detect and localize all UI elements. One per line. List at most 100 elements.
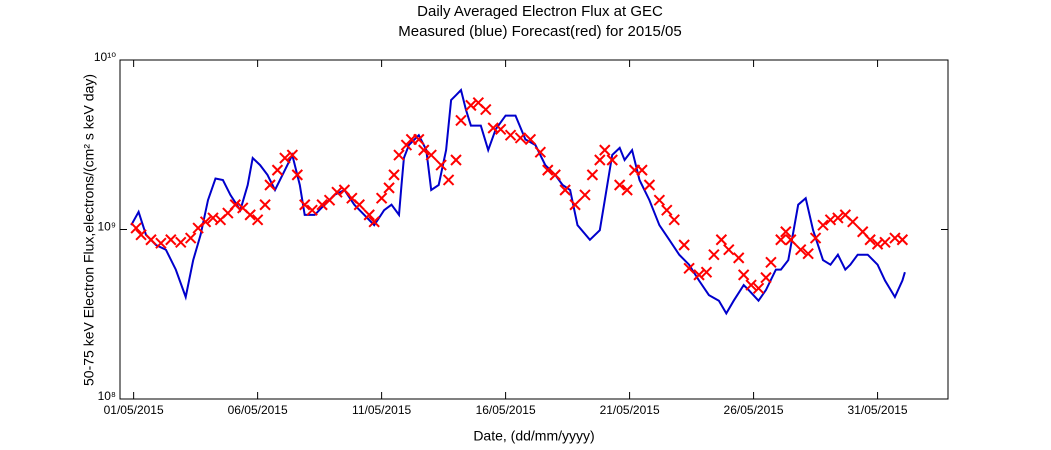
x-marker: [708, 249, 720, 261]
x-marker-stroke: [251, 214, 264, 226]
x-marker: [534, 146, 547, 158]
x-marker: [737, 269, 750, 281]
x-marker: [765, 256, 777, 269]
x-marker-stroke: [199, 216, 212, 228]
x-marker-stroke: [737, 269, 750, 281]
x-marker: [693, 269, 705, 281]
y-tick-label: 10¹⁰: [94, 50, 116, 64]
x-marker: [135, 229, 147, 241]
x-marker-stroke: [785, 234, 797, 246]
x-marker: [542, 164, 554, 176]
x-marker-stroke: [135, 229, 147, 241]
x-marker-stroke: [653, 194, 666, 206]
x-marker: [678, 239, 690, 251]
x-marker-stroke: [765, 256, 777, 269]
x-marker-stroke: [435, 159, 447, 171]
x-marker-stroke: [504, 129, 517, 141]
x-marker: [465, 99, 477, 112]
x-marker: [683, 262, 695, 275]
x-marker: [229, 199, 242, 211]
x-marker: [393, 149, 405, 161]
x-marker-stroke: [393, 149, 405, 161]
x-marker: [643, 179, 656, 191]
x-marker-stroke: [291, 169, 304, 181]
x-marker: [549, 169, 561, 181]
x-marker: [802, 247, 814, 260]
x-marker-stroke: [244, 209, 256, 221]
x-tick-label: 16/05/2015: [476, 403, 536, 417]
x-marker-stroke: [569, 199, 581, 211]
x-marker: [388, 169, 400, 181]
x-tick-label: 26/05/2015: [724, 403, 784, 417]
x-marker: [299, 199, 311, 211]
x-marker: [251, 214, 264, 226]
x-marker: [259, 199, 271, 211]
x-marker-stroke: [465, 99, 477, 112]
x-marker-stroke: [472, 96, 485, 109]
x-marker-stroke: [363, 209, 375, 221]
x-marker: [847, 216, 859, 228]
x-marker: [455, 114, 467, 127]
x-marker-stroke: [524, 133, 537, 146]
x-marker-stroke: [668, 214, 680, 226]
x-marker-stroke: [480, 103, 492, 116]
x-marker: [794, 243, 807, 256]
x-marker: [780, 226, 792, 238]
x-marker: [504, 129, 517, 141]
x-marker-stroke: [780, 226, 792, 238]
x-marker-stroke: [331, 186, 343, 198]
x-marker-stroke: [383, 182, 395, 194]
x-marker-stroke: [346, 192, 358, 204]
x-marker-stroke: [594, 154, 606, 166]
x-marker-stroke: [636, 164, 648, 176]
x-marker-stroke: [896, 234, 909, 246]
x-marker: [606, 154, 618, 166]
x-marker-stroke: [559, 184, 571, 196]
x-marker: [291, 169, 304, 181]
x-marker: [817, 219, 829, 231]
x-marker-stroke: [824, 214, 837, 226]
x-marker: [353, 199, 366, 211]
x-marker-stroke: [316, 199, 328, 211]
x-marker-stroke: [286, 149, 299, 161]
x-marker: [165, 234, 177, 246]
x-marker: [586, 169, 599, 181]
x-marker-stroke: [683, 262, 695, 275]
x-marker-stroke: [229, 199, 242, 211]
x-marker-stroke: [879, 236, 891, 249]
x-marker: [621, 184, 633, 196]
x-marker-stroke: [794, 243, 807, 256]
x-marker-stroke: [700, 266, 713, 278]
chart-subtitle: Measured (blue) Forecast(red) for 2015/0…: [398, 23, 681, 40]
x-marker: [559, 184, 571, 196]
x-marker-stroke: [375, 192, 388, 204]
x-tick-label: 31/05/2015: [848, 403, 908, 417]
x-tick-label: 06/05/2015: [228, 403, 288, 417]
x-marker-stroke: [643, 179, 656, 191]
x-marker: [668, 214, 680, 226]
x-marker-stroke: [368, 216, 380, 228]
x-tick-label: 11/05/2015: [352, 403, 411, 417]
x-marker-stroke: [856, 226, 869, 238]
x-marker: [418, 144, 430, 156]
x-marker-stroke: [388, 169, 400, 181]
x-marker-stroke: [732, 252, 745, 264]
x-marker: [363, 209, 375, 221]
x-marker: [480, 103, 492, 116]
x-marker: [383, 182, 395, 194]
x-marker-stroke: [802, 247, 814, 260]
x-marker-stroke: [549, 169, 561, 181]
x-marker-stroke: [715, 234, 728, 246]
y-axis-label: 50-75 keV Electron Flux,electrons/(cm² s…: [81, 74, 97, 386]
x-marker: [569, 199, 581, 211]
x-marker: [715, 234, 728, 246]
x-marker: [494, 123, 507, 136]
x-marker-stroke: [678, 239, 690, 251]
x-marker: [775, 234, 787, 246]
x-marker: [524, 133, 537, 146]
x-marker: [732, 252, 745, 264]
x-marker-stroke: [413, 133, 425, 146]
x-marker: [375, 192, 388, 204]
x-marker-stroke: [534, 146, 547, 158]
x-marker-stroke: [723, 243, 735, 256]
